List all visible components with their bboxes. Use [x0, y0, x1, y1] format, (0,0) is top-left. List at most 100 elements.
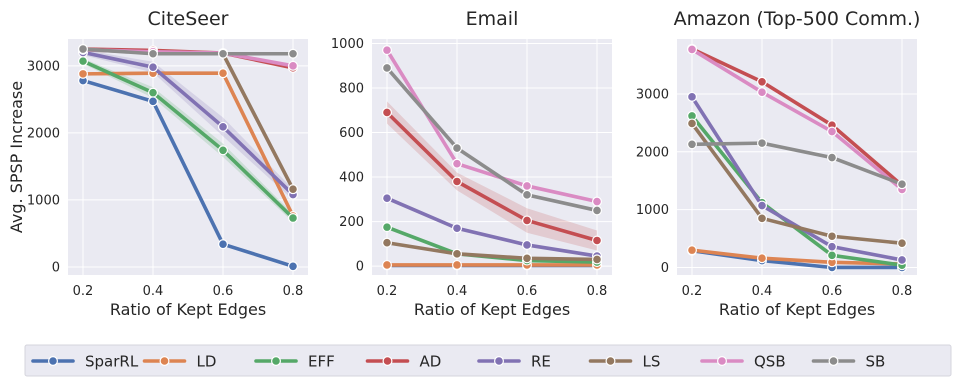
point-eff — [148, 87, 159, 98]
chart-title: CiteSeer — [148, 8, 229, 30]
y-tick-label: 0 — [52, 260, 60, 275]
y-tick-label: 3000 — [636, 87, 669, 102]
y-axis-label: Avg. SPSP Increase — [7, 81, 26, 233]
plot-background — [68, 39, 308, 275]
x-tick-label: 0.4 — [447, 284, 468, 299]
legend-item-ls: LS — [588, 353, 660, 371]
point-re — [382, 193, 393, 204]
point-eff — [77, 56, 88, 67]
point-ad — [521, 215, 532, 226]
x-tick-label: 0.6 — [822, 284, 843, 299]
point-re — [686, 91, 697, 102]
legend-item-sb: SB — [811, 353, 886, 371]
point-eff — [382, 222, 393, 233]
legend-item-re: RE — [477, 353, 551, 371]
point-ad — [756, 76, 767, 87]
series-line-re — [81, 50, 295, 197]
x-tick-label: 0.4 — [143, 284, 164, 299]
legend-item-ld: LD — [142, 353, 217, 371]
point-ld — [686, 245, 697, 256]
chart-panels: 0 1000 2000 3000 0.2 0.4 0.6 0.8 CiteSeer Ratio o… — [7, 8, 920, 319]
legend-label: QSB — [754, 353, 786, 371]
point-re — [756, 200, 767, 211]
x-tick-label: 0.2 — [377, 284, 398, 299]
panel-email: 0 200 400 600 800 1000 0.2 0.4 0.6 0.8 Email Ratio … — [331, 8, 612, 319]
point-sb — [826, 152, 837, 163]
point-re — [218, 121, 229, 132]
point-qsb — [591, 196, 602, 207]
point-ld — [452, 259, 463, 270]
y-tick-label: 1000 — [636, 203, 669, 218]
point-sb — [591, 205, 602, 216]
panel-amazon-top-500-comm: 0 1000 2000 3000 0.2 0.4 0.6 0.8 Amazon (Top-500… — [636, 8, 921, 319]
y-tick-label: 2000 — [27, 126, 60, 141]
y-tick-label: 400 — [339, 171, 364, 186]
point-ld — [382, 259, 393, 270]
x-tick-label: 0.6 — [517, 284, 538, 299]
point-ls — [756, 213, 767, 224]
point-qsb — [452, 158, 463, 169]
legend-item-sparrl: SparRL — [31, 353, 139, 371]
legend-label: EFF — [308, 353, 335, 371]
series-line-qsb — [690, 47, 904, 192]
legend-swatch-marker — [47, 356, 58, 367]
series-line-ls — [690, 121, 904, 245]
chart-title: Amazon (Top-500 Comm.) — [674, 8, 921, 30]
x-tick-label: 0.6 — [213, 284, 234, 299]
x-axis-label: Ratio of Kept Edges — [110, 300, 266, 319]
point-sb — [382, 62, 393, 73]
y-tick-label: 0 — [356, 260, 364, 275]
point-sparrl — [218, 239, 229, 250]
point-ls — [288, 184, 299, 195]
point-ld — [218, 68, 229, 79]
point-ls — [686, 118, 697, 129]
point-eff — [288, 213, 299, 224]
x-tick-label: 0.8 — [587, 284, 608, 299]
x-tick-label: 0.8 — [283, 284, 304, 299]
point-qsb — [756, 87, 767, 98]
legend-swatch-marker — [494, 356, 505, 367]
y-tick-label: 1000 — [27, 193, 60, 208]
point-ad — [591, 235, 602, 246]
series-line-sb — [81, 47, 295, 56]
point-sb — [452, 143, 463, 154]
panel-citeseer: 0 1000 2000 3000 0.2 0.4 0.6 0.8 CiteSeer Ratio o… — [7, 8, 308, 319]
point-sb — [756, 138, 767, 149]
legend-label: SparRL — [85, 353, 139, 371]
x-axis-label: Ratio of Kept Edges — [414, 300, 570, 319]
series-line-ld — [690, 248, 904, 266]
point-re — [148, 62, 159, 73]
point-qsb — [521, 180, 532, 191]
chart-title: Email — [466, 8, 519, 30]
legend-label: AD — [420, 353, 442, 371]
point-ls — [591, 254, 602, 265]
legend-label: LD — [197, 353, 217, 371]
point-re — [452, 223, 463, 234]
point-sb — [148, 48, 159, 59]
point-qsb — [288, 60, 299, 71]
point-ad — [452, 176, 463, 187]
series-line-sb — [690, 141, 904, 186]
legend-item-ad: AD — [365, 353, 442, 371]
point-ls — [521, 253, 532, 264]
series-line-sb — [385, 66, 599, 213]
point-ls — [896, 238, 907, 249]
x-tick-label: 0.2 — [73, 284, 94, 299]
plot-area — [686, 43, 907, 273]
x-axis-label: Ratio of Kept Edges — [719, 300, 875, 319]
legend-label: SB — [866, 353, 886, 371]
series-line-ad — [385, 110, 599, 243]
series-line-sparrl — [81, 78, 295, 269]
point-re — [896, 254, 907, 265]
point-sb — [521, 189, 532, 200]
point-ld — [77, 68, 88, 79]
point-sb — [77, 44, 88, 55]
point-eff — [826, 250, 837, 261]
legend-swatch-marker — [382, 356, 393, 367]
point-sb — [896, 179, 907, 190]
point-ls — [452, 248, 463, 259]
point-eff — [218, 145, 229, 156]
point-ls — [826, 231, 837, 242]
series-line-re — [385, 196, 599, 258]
